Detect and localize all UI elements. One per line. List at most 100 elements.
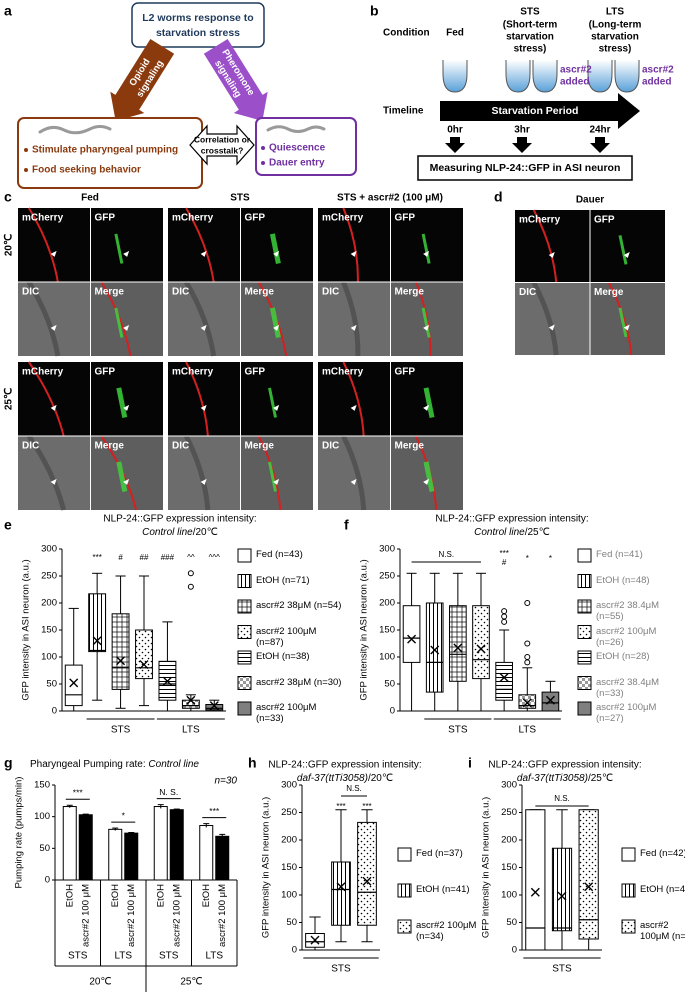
worm-signal xyxy=(28,207,59,283)
arrowhead xyxy=(50,478,57,485)
channel-label: Merge xyxy=(594,287,624,298)
panel-label: i xyxy=(468,755,472,771)
outlier xyxy=(187,570,194,577)
y-tick-label: 0 xyxy=(52,706,57,717)
box xyxy=(88,593,107,653)
crosstalk-text: Correlation or xyxy=(194,134,251,144)
legend-swatch xyxy=(237,676,252,690)
chart-subtitle: daf-37(ttTi3058)/25℃ xyxy=(517,773,613,784)
y-axis-label: GFP intensity in ASI neuron (a.u.) xyxy=(359,559,370,700)
worm-outline xyxy=(341,434,367,511)
arrowhead xyxy=(548,251,555,258)
box xyxy=(111,613,130,690)
arrowhead xyxy=(423,250,430,257)
arrowhead xyxy=(200,250,207,257)
box xyxy=(551,847,573,932)
row-label: 20℃ xyxy=(4,234,15,256)
title-main: Pharyngeal Pumping rate: xyxy=(30,759,148,770)
mean-marker xyxy=(186,695,196,705)
arrowhead xyxy=(50,250,57,257)
channel-label: mCherry xyxy=(172,367,214,378)
worm-outline xyxy=(531,281,559,356)
worm-outline xyxy=(341,281,361,357)
subtitle-rest: /20℃ xyxy=(193,527,218,538)
micrograph xyxy=(90,208,163,282)
channel-label: Merge xyxy=(245,441,275,452)
box xyxy=(357,821,377,926)
arrowhead xyxy=(273,250,280,257)
gfp-signal xyxy=(421,233,431,264)
y-tick-label: 0 xyxy=(292,945,297,956)
panel-a: a L2 worms response to starvation stress… xyxy=(4,2,357,189)
arrowhead xyxy=(273,324,280,331)
channel-label: Merge xyxy=(95,441,125,452)
x-tick-label: EtOH xyxy=(201,884,212,907)
y-tick-label: 0 xyxy=(390,706,395,717)
chart-title: NLP-24::GFP expression intensity: xyxy=(435,514,588,525)
mean-marker xyxy=(310,935,320,945)
worm-signal xyxy=(257,435,282,511)
channel-label: GFP xyxy=(95,367,116,378)
group-label: STS xyxy=(552,964,572,975)
significance: N. S. xyxy=(159,787,178,797)
time-label: 0hr xyxy=(447,125,463,136)
subtitle-rest: /25℃ xyxy=(525,527,550,538)
arrowhead xyxy=(350,478,357,485)
outlier xyxy=(187,583,194,590)
arrowhead xyxy=(350,404,357,411)
significance: ^^^ xyxy=(209,553,221,562)
worm-signal xyxy=(342,361,365,437)
mean-marker xyxy=(116,656,126,666)
micrograph xyxy=(18,436,91,510)
row-label: 25℃ xyxy=(4,388,15,410)
panel-label: b xyxy=(370,3,379,19)
y-tick-label: 100 xyxy=(41,652,57,663)
box xyxy=(495,661,513,701)
chart-title: NLP-24::GFP expression intensity: xyxy=(488,760,641,771)
channel-label: GFP xyxy=(395,367,416,378)
legend-label: ascr#2 100μM (n=34) xyxy=(416,920,477,942)
panel-label: h xyxy=(248,755,257,771)
channel-label: GFP xyxy=(395,213,416,224)
y-tick-label: 300 xyxy=(281,780,297,791)
channel-label: mCherry xyxy=(322,213,364,224)
outlier xyxy=(524,600,531,606)
arrowhead xyxy=(123,478,130,485)
legend-label: EtOH (n=28) xyxy=(596,651,650,662)
timeline-text: Starvation Period xyxy=(492,105,579,117)
legend-label: EtOH (n=42) xyxy=(640,884,685,895)
y-tick-label: 50 xyxy=(46,679,57,690)
chart-subtitle: daf-37(ttTi3058)/20℃ xyxy=(297,773,393,784)
chart-subtitle: Control line/20℃ xyxy=(142,527,218,538)
outlier xyxy=(501,618,508,625)
outlier xyxy=(501,613,508,620)
chart-title: NLP-24::GFP expression intensity: xyxy=(103,514,256,525)
micrograph xyxy=(90,362,163,436)
temperature-label: 25℃ xyxy=(180,977,202,988)
channel-label: DIC xyxy=(22,441,39,452)
micrograph xyxy=(318,436,391,510)
x-tick-label: EtOH xyxy=(155,884,166,907)
significance: *** xyxy=(336,802,345,811)
legend-swatch xyxy=(237,701,252,716)
mean-marker xyxy=(530,887,540,897)
arrowhead xyxy=(273,478,280,485)
legend-label: ascr#2 100μM (n=87) xyxy=(256,625,317,648)
box xyxy=(472,605,490,680)
micrograph xyxy=(18,362,91,436)
channel-label: DIC xyxy=(322,441,339,452)
condition-sub: starvation xyxy=(506,32,554,43)
micrograph xyxy=(515,210,590,283)
legend-swatch xyxy=(577,599,592,614)
gfp-signal xyxy=(269,233,281,264)
worm-signal xyxy=(28,361,65,437)
y-tick-label: 250 xyxy=(379,571,395,582)
condition-fed: Fed xyxy=(446,28,464,39)
micrograph xyxy=(318,362,391,436)
y-tick-label: 150 xyxy=(379,625,395,636)
time-arrows xyxy=(445,137,610,153)
legend-swatch xyxy=(621,919,636,934)
channel-label: Merge xyxy=(245,287,275,298)
subtitle-italic: Control line xyxy=(142,527,193,538)
